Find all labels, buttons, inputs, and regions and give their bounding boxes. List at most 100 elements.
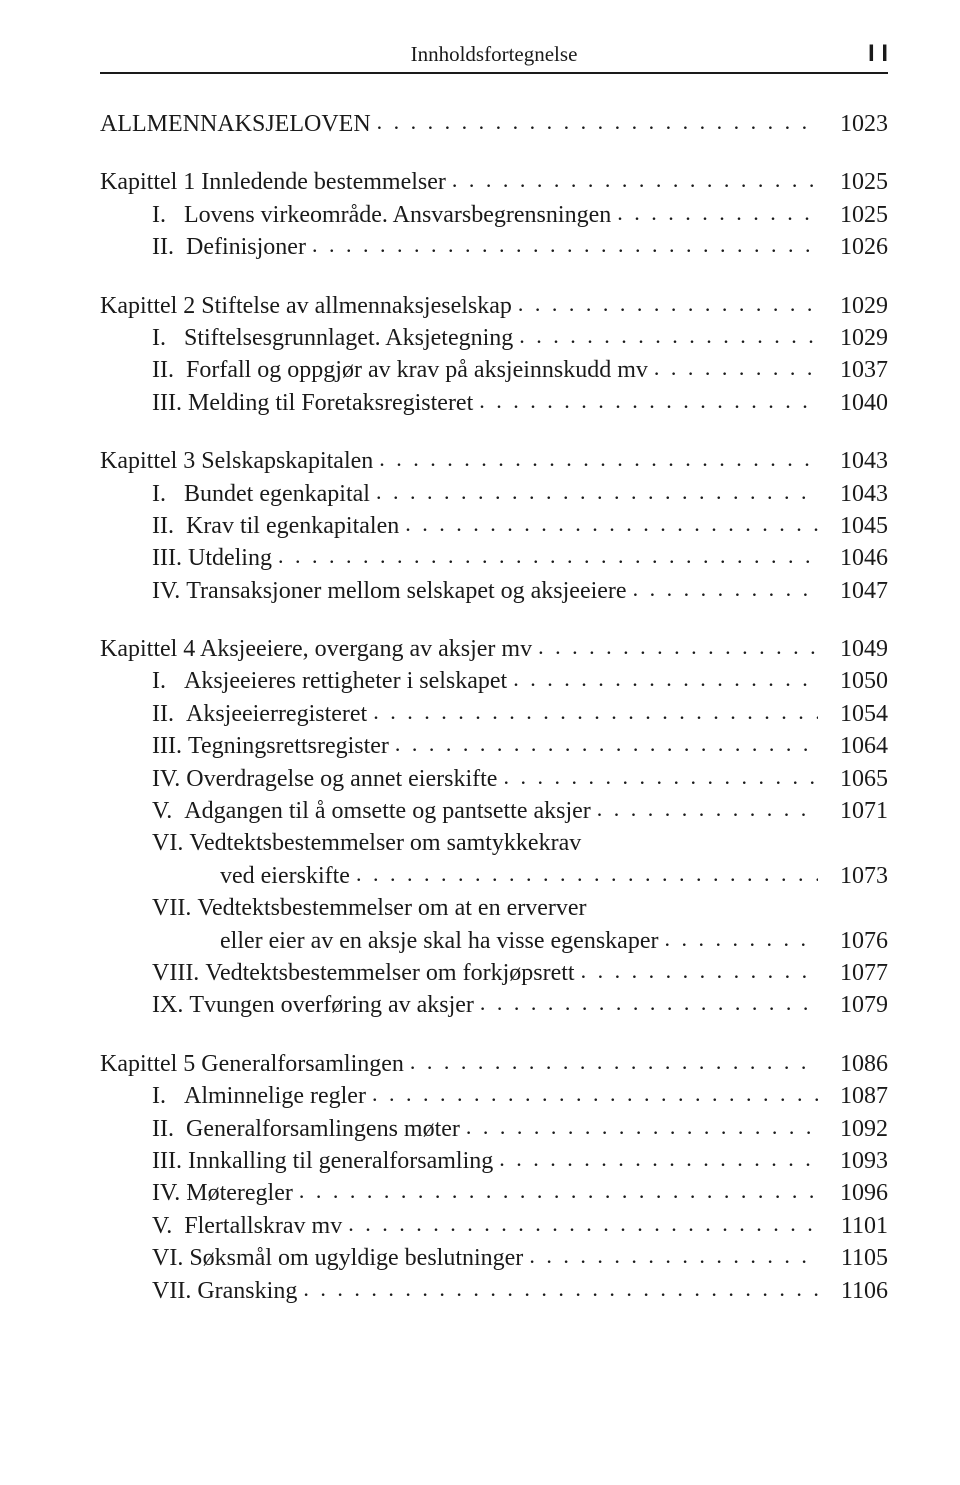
toc-entry-title: Overdragelse og annet eierskifte bbox=[186, 763, 497, 795]
toc-entry: ved eierskifte. . . . . . . . . . . . . … bbox=[100, 860, 888, 892]
toc-entry: VII. Gransking. . . . . . . . . . . . . … bbox=[100, 1275, 888, 1307]
toc-leader-dots: . . . . . . . . . . . . . . . . . . . . … bbox=[466, 1112, 818, 1142]
toc-leader-dots: . . . . . . . . . . . . . . . . . . . . … bbox=[395, 729, 818, 759]
toc-entry-title: Transaksjoner mellom selskapet og aksjee… bbox=[186, 575, 626, 607]
toc-entry-numeral: IV. bbox=[152, 1177, 186, 1209]
toc-leader-dots: . . . . . . . . . . . . . . . . . . . . … bbox=[480, 988, 818, 1018]
section-gap bbox=[100, 140, 888, 166]
toc-entry: Kapittel 4 Aksjeeiere, overgang av aksje… bbox=[100, 633, 888, 665]
toc-entry: Kapittel 2 Stiftelse av allmennaksjesels… bbox=[100, 290, 888, 322]
toc-entry-title: Aksjeeierregisteret bbox=[186, 698, 367, 730]
toc-entry-numeral: IV. bbox=[152, 575, 186, 607]
toc-entry-page: 1046 bbox=[824, 542, 888, 574]
header-title: Innholdsfortegnelse bbox=[140, 42, 848, 67]
toc-entry-numeral: VII. bbox=[152, 1275, 197, 1307]
toc-entry-page: 1025 bbox=[824, 166, 888, 198]
toc-entry: VI. Vedtektsbestemmelser om samtykkekrav bbox=[100, 827, 888, 859]
toc-entry: IV. Møteregler. . . . . . . . . . . . . … bbox=[100, 1177, 888, 1209]
toc-entry: II. Generalforsamlingens møter. . . . . … bbox=[100, 1113, 888, 1145]
toc-entry: I. Aksjeeieres rettigheter i selskapet. … bbox=[100, 665, 888, 697]
toc-entry-title: Kapittel 5 Generalforsamlingen bbox=[100, 1048, 404, 1080]
toc-entry-page: 1040 bbox=[824, 387, 888, 419]
toc-entry: IV. Overdragelse og annet eierskifte. . … bbox=[100, 763, 888, 795]
toc-entry-title: Stiftelsesgrunnlaget. Aksjetegning bbox=[184, 322, 513, 354]
toc-entry: II. Krav til egenkapitalen. . . . . . . … bbox=[100, 510, 888, 542]
toc-leader-dots: . . . . . . . . . . . . . . . . . . . . … bbox=[452, 165, 818, 195]
toc-entry-page: 1093 bbox=[824, 1145, 888, 1177]
toc-entry-title: Møteregler bbox=[186, 1177, 293, 1209]
toc-entry-title: Innkalling til generalforsamling bbox=[188, 1145, 493, 1177]
toc-entry-page: 1092 bbox=[824, 1113, 888, 1145]
toc-entry-numeral: III. bbox=[152, 542, 188, 574]
toc-entry-title: Bundet egenkapital bbox=[184, 478, 370, 510]
section-gap bbox=[100, 607, 888, 633]
toc-entry-page: 1047 bbox=[824, 575, 888, 607]
toc-entry: I. Bundet egenkapital. . . . . . . . . .… bbox=[100, 478, 888, 510]
toc-entry-numeral: VI. bbox=[152, 827, 189, 859]
toc-entry-title: Generalforsamlingens møter bbox=[186, 1113, 460, 1145]
toc-entry-page: 1043 bbox=[824, 445, 888, 477]
toc-leader-dots: . . . . . . . . . . . . . . . . . . . . … bbox=[503, 762, 818, 792]
toc-entry-title: Søksmål om ugyldige beslutninger bbox=[189, 1242, 523, 1274]
toc-entry-page: 1079 bbox=[824, 989, 888, 1021]
toc-entry-numeral: II. bbox=[152, 1113, 186, 1145]
toc-entry: VII. Vedtektsbestemmelser om at en erver… bbox=[100, 892, 888, 924]
toc-entry-page: 1064 bbox=[824, 730, 888, 762]
toc-leader-dots: . . . . . . . . . . . . . . . . . . . . … bbox=[356, 859, 818, 889]
toc-leader-dots: . . . . . . . . . . . . . . . . . . . . … bbox=[348, 1209, 818, 1239]
toc-leader-dots: . . . . . . . . . . . . . . . . . . . . … bbox=[581, 956, 818, 986]
toc-entry: VI. Søksmål om ugyldige beslutninger. . … bbox=[100, 1242, 888, 1274]
toc-entry: IX. Tvungen overføring av aksjer. . . . … bbox=[100, 989, 888, 1021]
toc-entry-title: ALLMENNAKSJELOVEN bbox=[100, 108, 371, 140]
toc-entry: III. Melding til Foretaksregisteret. . .… bbox=[100, 387, 888, 419]
toc-entry-page: 1054 bbox=[824, 698, 888, 730]
toc-entry-numeral: VII. bbox=[152, 892, 197, 924]
toc-leader-dots: . . . . . . . . . . . . . . . . . . . . … bbox=[633, 574, 818, 604]
toc-entry-page: 1025 bbox=[824, 199, 888, 231]
toc-entry: IV. Transaksjoner mellom selskapet og ak… bbox=[100, 575, 888, 607]
toc-entry: I. Lovens virkeområde. Ansvarsbegrensnin… bbox=[100, 199, 888, 231]
toc-entry-title: Kapittel 1 Innledende bestemmelser bbox=[100, 166, 446, 198]
toc-entry-title: eller eier av en aksje skal ha visse ege… bbox=[220, 925, 658, 957]
toc-entry-title: Vedtektsbestemmelser om at en erverver bbox=[197, 892, 586, 924]
toc-entry-title: Vedtektsbestemmelser om forkjøpsrett bbox=[205, 957, 574, 989]
toc-entry-title: Vedtektsbestemmelser om samtykkekrav bbox=[189, 827, 581, 859]
toc-entry-title: Kapittel 3 Selskapskapitalen bbox=[100, 445, 373, 477]
toc-entry-page: 1106 bbox=[824, 1275, 888, 1307]
header-page-number: I I bbox=[848, 40, 888, 68]
toc-leader-dots: . . . . . . . . . . . . . . . . . . . . … bbox=[538, 632, 818, 662]
toc-entry-page: 1105 bbox=[824, 1242, 888, 1274]
toc-entry-numeral: III. bbox=[152, 1145, 188, 1177]
toc-entry-page: 1101 bbox=[824, 1210, 888, 1242]
toc-entry-numeral: IX. bbox=[152, 989, 189, 1021]
section-gap bbox=[100, 419, 888, 445]
toc-entry: II. Forfall og oppgjør av krav på aksjei… bbox=[100, 354, 888, 386]
toc-entry-numeral: I. bbox=[152, 199, 184, 231]
toc-entry-page: 1073 bbox=[824, 860, 888, 892]
toc-entry-title: Flertallskrav mv bbox=[184, 1210, 342, 1242]
toc-entry-title: Gransking bbox=[197, 1275, 297, 1307]
toc-entry-numeral: IV. bbox=[152, 763, 186, 795]
toc-entry-numeral: II. bbox=[152, 698, 186, 730]
toc-entry-title: Utdeling bbox=[188, 542, 272, 574]
toc-entry-numeral: I. bbox=[152, 665, 184, 697]
toc-leader-dots: . . . . . . . . . . . . . . . . . . . . … bbox=[518, 289, 818, 319]
toc-leader-dots: . . . . . . . . . . . . . . . . . . . . … bbox=[303, 1274, 818, 1304]
toc-entry-title: Tvungen overføring av aksjer bbox=[189, 989, 474, 1021]
toc-leader-dots: . . . . . . . . . . . . . . . . . . . . … bbox=[529, 1241, 818, 1271]
toc-entry-title: Melding til Foretaksregisteret bbox=[188, 387, 473, 419]
toc-leader-dots: . . . . . . . . . . . . . . . . . . . . … bbox=[499, 1144, 818, 1174]
toc-entry-numeral: II. bbox=[152, 510, 186, 542]
toc-entry: V. Flertallskrav mv. . . . . . . . . . .… bbox=[100, 1210, 888, 1242]
toc-entry: II. Aksjeeierregisteret. . . . . . . . .… bbox=[100, 698, 888, 730]
toc-leader-dots: . . . . . . . . . . . . . . . . . . . . … bbox=[376, 477, 818, 507]
toc-entry-page: 1029 bbox=[824, 322, 888, 354]
toc-leader-dots: . . . . . . . . . . . . . . . . . . . . … bbox=[410, 1047, 818, 1077]
toc-entry-page: 1043 bbox=[824, 478, 888, 510]
toc-entry: III. Tegningsrettsregister. . . . . . . … bbox=[100, 730, 888, 762]
toc-entry-numeral: I. bbox=[152, 478, 184, 510]
toc-entry-title: Kapittel 2 Stiftelse av allmennaksjesels… bbox=[100, 290, 512, 322]
toc-entry: VIII. Vedtektsbestemmelser om forkjøpsre… bbox=[100, 957, 888, 989]
toc-entry-numeral: I. bbox=[152, 322, 184, 354]
toc-body: ALLMENNAKSJELOVEN . . . . . . . . . . . .… bbox=[100, 108, 888, 1307]
